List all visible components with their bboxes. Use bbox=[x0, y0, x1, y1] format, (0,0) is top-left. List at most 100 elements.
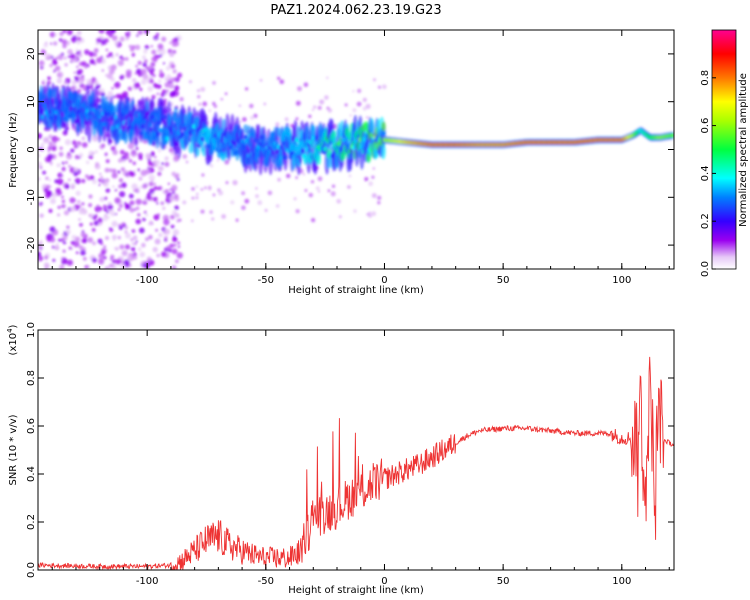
spectrogram-noise bbox=[241, 205, 246, 211]
spectrogram-noise bbox=[110, 64, 117, 71]
spectrogram-noise bbox=[64, 63, 68, 67]
spectrogram-noise bbox=[277, 76, 281, 80]
spectrogram-noise bbox=[164, 77, 169, 82]
spectrogram-noise bbox=[132, 78, 137, 83]
spectrogram-noise bbox=[42, 170, 46, 175]
spectrogram-noise bbox=[295, 100, 301, 106]
spectrogram-ridge-core bbox=[200, 136, 205, 142]
y-tick-label: -10 bbox=[26, 189, 37, 205]
x-tick-label: -100 bbox=[136, 576, 159, 587]
chart-title: PAZ1.2024.062.23.19.G23 bbox=[270, 3, 441, 18]
spectrogram-noise bbox=[121, 182, 127, 188]
spectrogram-noise bbox=[117, 158, 123, 163]
spectrogram-noise bbox=[135, 240, 138, 243]
spectrogram-noise bbox=[89, 222, 93, 226]
y-tick-label: 0 bbox=[26, 146, 37, 152]
spectrogram-noise bbox=[348, 174, 352, 178]
spectrogram-noise bbox=[118, 42, 121, 45]
spectrogram-noise bbox=[92, 215, 97, 220]
spectrogram-noise bbox=[55, 243, 59, 246]
spectrogram-noise bbox=[104, 152, 108, 156]
spectrogram-noise bbox=[117, 170, 121, 174]
spectrogram-noise bbox=[144, 59, 148, 63]
spectrogram-noise bbox=[63, 56, 67, 60]
spectrogram-ridge bbox=[381, 121, 386, 132]
spectrogram-noise bbox=[338, 215, 342, 219]
spectrogram-noise bbox=[143, 30, 150, 34]
spectrogram-noise bbox=[103, 207, 107, 212]
spectrogram-noise bbox=[73, 172, 78, 177]
spectrogram-noise bbox=[81, 75, 85, 78]
spectrogram-noise bbox=[55, 65, 61, 72]
spectrogram-noise bbox=[158, 79, 162, 83]
spectrogram-noise bbox=[43, 43, 48, 48]
spectrogram-noise bbox=[172, 229, 180, 236]
spectrogram-noise bbox=[158, 165, 164, 172]
spectrogram-noise bbox=[76, 40, 81, 45]
spectrogram-noise bbox=[39, 65, 44, 70]
spectrogram-noise bbox=[135, 147, 139, 151]
spectrogram-noise bbox=[67, 152, 71, 156]
spectrogram-noise bbox=[81, 179, 86, 183]
spectrogram-noise bbox=[100, 242, 103, 245]
spectrogram-noise bbox=[125, 57, 129, 61]
spectrogram-noise bbox=[264, 209, 268, 212]
spectrogram-noise bbox=[368, 211, 371, 214]
spectrogram-noise bbox=[166, 245, 171, 250]
spectrogram-noise bbox=[75, 190, 81, 196]
spectrogram-noise bbox=[197, 89, 200, 93]
spectrogram-noise bbox=[149, 78, 154, 84]
spectrogram-noise bbox=[352, 108, 357, 113]
spectrogram-noise bbox=[120, 155, 127, 162]
spectrogram-noise bbox=[213, 104, 218, 109]
spectrogram-noise bbox=[160, 201, 165, 205]
spectrogram-noise bbox=[153, 214, 160, 221]
spectrogram-noise bbox=[118, 178, 123, 183]
spectrogram-noise bbox=[131, 242, 135, 246]
spectrogram-noise bbox=[76, 65, 79, 69]
spectrogram-noise bbox=[121, 57, 125, 61]
spectrogram-noise bbox=[176, 252, 183, 259]
spectrogram-noise bbox=[101, 249, 106, 255]
spectrogram-ridge bbox=[115, 127, 121, 144]
spectrogram-noise bbox=[69, 197, 76, 204]
spectrogram-noise bbox=[67, 55, 71, 58]
spectrogram-noise bbox=[96, 204, 100, 208]
spectrogram-noise bbox=[62, 43, 67, 49]
spectrogram-noise bbox=[137, 60, 142, 65]
spectrogram-noise bbox=[111, 87, 114, 90]
spectrogram-noise bbox=[98, 178, 102, 182]
spectrogram-noise bbox=[249, 103, 254, 109]
spectrogram-noise bbox=[110, 254, 115, 259]
spectrogram-noise bbox=[151, 49, 157, 55]
spectrogram-noise bbox=[48, 141, 53, 146]
spectrogram-noise bbox=[131, 183, 138, 190]
spectrogram-noise bbox=[137, 168, 141, 172]
spectrogram-noise bbox=[159, 72, 165, 78]
spectrogram-noise bbox=[212, 81, 216, 85]
spectrogram-noise bbox=[49, 63, 53, 68]
spectrogram-noise bbox=[200, 86, 206, 92]
spectrogram-noise bbox=[139, 87, 143, 92]
spectrogram-noise bbox=[304, 189, 308, 192]
spectrogram-noise bbox=[238, 104, 241, 107]
spectrogram-noise bbox=[212, 101, 216, 106]
spectrogram-noise bbox=[105, 73, 108, 77]
spectrogram-noise bbox=[115, 53, 119, 57]
spectrogram-noise bbox=[152, 74, 156, 78]
spectrogram-noise bbox=[125, 72, 132, 79]
spectrogram-noise bbox=[69, 53, 76, 60]
spectrogram-noise bbox=[344, 103, 348, 107]
spectrogram-noise bbox=[177, 241, 180, 245]
spectrogram-noise bbox=[85, 160, 90, 165]
spectrogram-noise bbox=[327, 189, 331, 192]
spectrogram-noise bbox=[137, 189, 140, 193]
snr-y-label: SNR (10 * v/v) bbox=[8, 414, 19, 485]
spectrogram-noise bbox=[182, 154, 188, 159]
spectrogram-noise bbox=[179, 97, 184, 102]
spectrogram-noise bbox=[109, 227, 114, 233]
spectrogram-noise bbox=[132, 235, 138, 241]
spectrogram-noise bbox=[108, 52, 113, 58]
spectrogram-noise bbox=[220, 98, 223, 101]
spectrogram-noise bbox=[201, 173, 205, 177]
